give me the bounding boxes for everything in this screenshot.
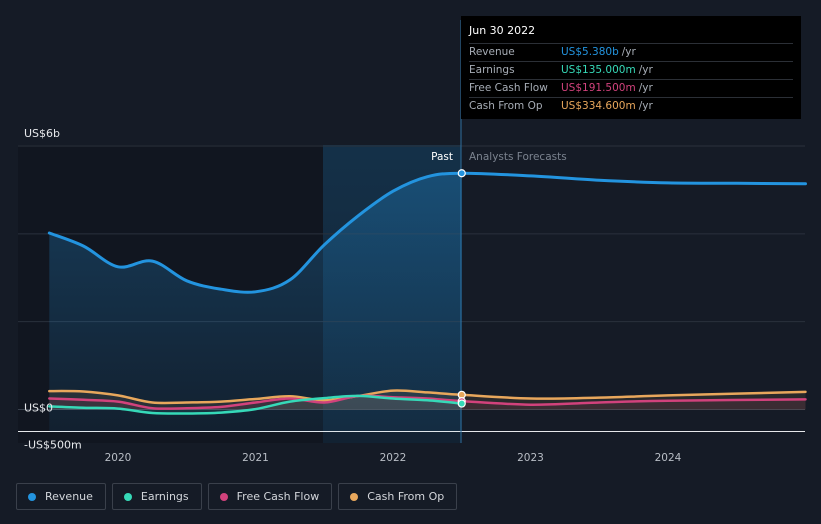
x-tick-label: 2022	[380, 452, 407, 464]
hover-marker	[457, 399, 466, 408]
y-axis-label: US$6b	[24, 127, 60, 140]
chart-legend: Revenue Earnings Free Cash Flow Cash Fro…	[16, 483, 458, 510]
tooltip-unit: /yr	[638, 64, 653, 76]
x-tick-label: 2020	[105, 452, 132, 464]
legend-label: Revenue	[45, 490, 93, 503]
legend-dot-icon	[28, 492, 36, 501]
tooltip-row-cash-from-op: Cash From Op US$334.600m /yr	[469, 98, 793, 115]
legend-label: Earnings	[140, 490, 189, 503]
past-label: Past	[431, 151, 453, 163]
tooltip-label: Revenue	[469, 46, 515, 58]
x-tick-label: 2021	[242, 452, 269, 464]
y-axis-label: -US$500m	[24, 438, 82, 451]
x-tick-label: 2024	[655, 452, 682, 464]
tooltip-row-free-cash-flow: Free Cash Flow US$191.500m /yr	[469, 80, 793, 98]
tooltip-date: Jun 30 2022	[469, 24, 793, 44]
hover-marker	[457, 169, 466, 178]
legend-dot-icon	[219, 492, 228, 501]
series-line-earnings	[48, 394, 464, 415]
legend-item-revenue[interactable]: Revenue	[16, 483, 106, 510]
forecast-label: Analysts Forecasts	[469, 151, 567, 163]
x-tick-label: 2023	[517, 452, 544, 464]
legend-dot-icon	[123, 492, 132, 501]
legend-dot-icon	[350, 492, 359, 501]
tooltip-label: Free Cash Flow	[469, 82, 548, 94]
series-line-cash-from-op	[48, 389, 807, 405]
tooltip-value: US$191.500m	[561, 82, 636, 94]
series-line-revenue	[47, 171, 807, 294]
legend-label: Free Cash Flow	[236, 490, 320, 503]
legend-item-earnings[interactable]: Earnings	[111, 483, 202, 510]
legend-label: Cash From Op	[367, 490, 445, 503]
legend-item-free-cash-flow[interactable]: Free Cash Flow	[207, 483, 333, 510]
tooltip-value: US$135.000m	[561, 64, 636, 76]
tooltip-row-revenue: Revenue US$5.380b /yr	[469, 44, 793, 62]
tooltip-value: US$334.600m	[561, 100, 636, 112]
tooltip-unit: /yr	[638, 82, 653, 94]
tooltip-unit: /yr	[638, 100, 653, 112]
tooltip-value: US$5.380b	[561, 46, 619, 58]
series-line-free-cash-flow	[48, 394, 807, 410]
tooltip-unit: /yr	[621, 46, 636, 58]
tooltip-label: Earnings	[469, 64, 515, 76]
series-area	[49, 395, 462, 414]
tooltip-row-earnings: Earnings US$135.000m /yr	[469, 62, 793, 80]
tooltip-label: Cash From Op	[469, 100, 543, 112]
hover-tooltip: Jun 30 2022 Revenue US$5.380b /yr Earnin…	[461, 16, 801, 119]
y-axis-label: US$0	[24, 402, 53, 415]
legend-item-cash-from-op[interactable]: Cash From Op	[338, 483, 458, 510]
revenue-area	[49, 173, 462, 432]
